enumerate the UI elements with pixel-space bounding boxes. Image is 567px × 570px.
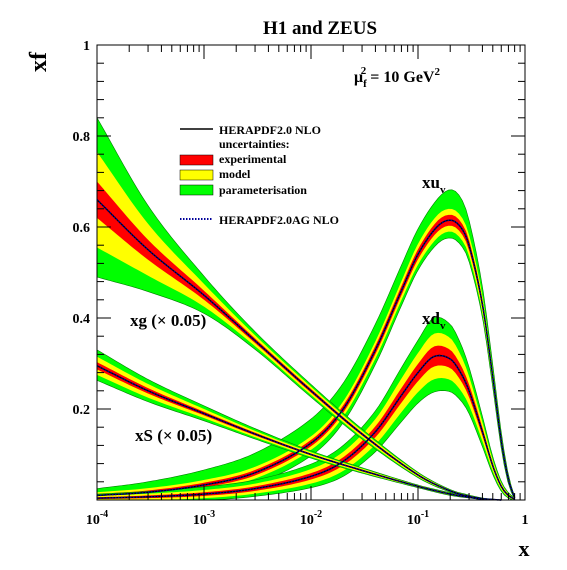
x-tick-label-base: 10 <box>407 513 421 528</box>
alt-line-xg <box>96 199 502 501</box>
scale-note-rest-sup: 2 <box>434 66 440 78</box>
legend-alt-label: HERAPDF2.0AG NLO <box>219 213 339 227</box>
scale-note-sup: 2 <box>361 65 367 77</box>
curve-label-xdv: xdv <box>422 309 446 332</box>
x-tick-label: 10-2 <box>300 509 322 528</box>
scale-note-base: μ <box>354 69 363 86</box>
y-tick-label: 1 <box>83 39 90 54</box>
x-tick-label: 1 <box>522 513 529 528</box>
y-tick-label: 0.6 <box>73 221 91 236</box>
x-tick-label-base: 10 <box>86 513 100 528</box>
curve-label-xS: xS (× 0.05) <box>135 426 212 445</box>
x-axis-title: x <box>519 536 530 561</box>
axes: 10-4 10-3 10-2 10-1 10.20.40.60.81 <box>73 39 529 528</box>
y-axis-title: xf <box>26 51 52 72</box>
x-tick-label-exp: -4 <box>100 509 108 520</box>
band-model-xdv <box>97 332 515 500</box>
scale-note-rest: = 10 GeV <box>366 69 435 86</box>
x-tick-label-exp: -3 <box>207 509 215 520</box>
x-tick-label-exp: -1 <box>421 509 429 520</box>
scale-note-sub: f <box>363 78 367 90</box>
curve-label-xuv-sub: v <box>440 184 446 196</box>
band-model-xuv <box>97 208 515 499</box>
legend-uncertainties-label: uncertainties: <box>219 137 290 151</box>
legend-swatch-parameterisation <box>179 184 214 196</box>
x-tick-label-base: 1 <box>522 513 529 528</box>
alt-line-xdv <box>96 354 515 500</box>
x-tick-label-base: 10 <box>193 513 207 528</box>
curve-label-xdv-base: xd <box>422 309 441 328</box>
x-tick-label: 10-1 <box>407 509 429 528</box>
x-tick-label-base: 10 <box>300 513 314 528</box>
x-tick-label: 10-3 <box>193 509 215 528</box>
x-tick-label: 10-4 <box>86 509 108 528</box>
legend: HERAPDF2.0 NLO uncertainties: experiment… <box>179 123 339 227</box>
legend-label-parameterisation: parameterisation <box>219 183 307 197</box>
scale-note: μf2 = 10 GeV2 <box>354 65 440 90</box>
y-tick-label: 0.2 <box>73 403 91 418</box>
curve-label-xuv: xuv <box>422 173 446 196</box>
y-tick-label: 0.4 <box>73 312 91 327</box>
legend-central-label: HERAPDF2.0 NLO <box>219 123 321 137</box>
legend-swatch-experimental <box>179 154 214 166</box>
curve-label-xdv-sub: v <box>440 320 446 332</box>
chart-title: H1 and ZEUS <box>263 18 377 39</box>
curve-label-xuv-base: xu <box>422 173 440 192</box>
legend-label-experimental: experimental <box>219 152 287 166</box>
central-curves <box>96 199 516 501</box>
y-tick-label: 0.8 <box>73 130 91 145</box>
legend-label-model: model <box>219 167 251 181</box>
x-tick-label-exp: -2 <box>314 509 322 520</box>
alt-line-xuv <box>96 219 516 499</box>
alt-line-xs <box>96 365 493 501</box>
curve-label-xg: xg (× 0.05) <box>130 311 206 330</box>
legend-swatch-model <box>179 169 214 181</box>
